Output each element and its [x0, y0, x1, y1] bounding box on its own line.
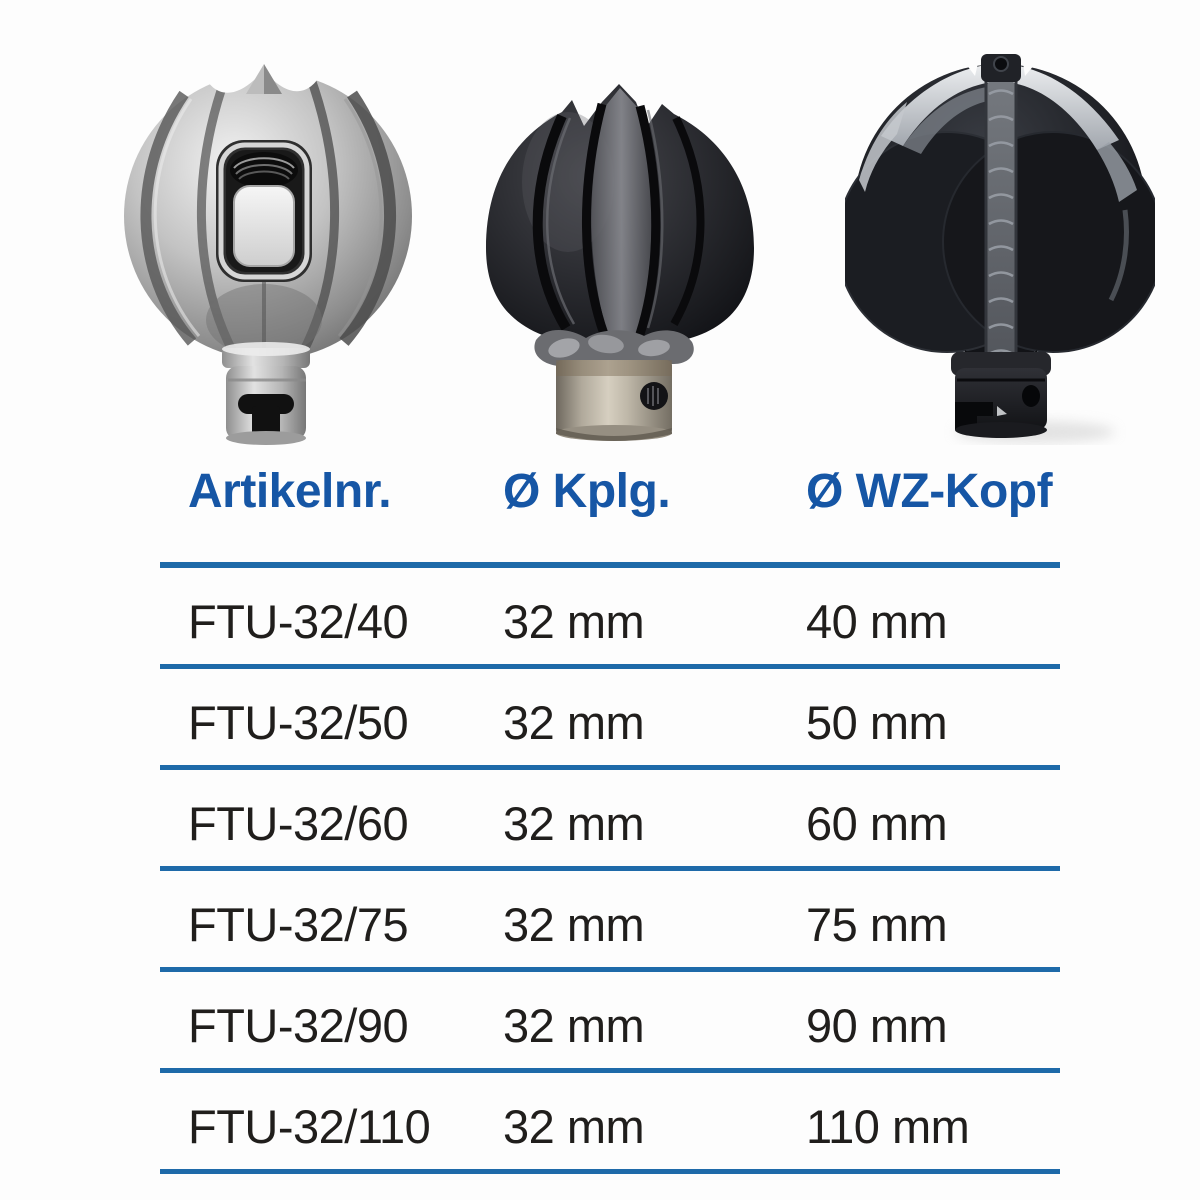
slotted-coupling: [951, 350, 1051, 438]
wz-kopf-cell: 110 mm: [806, 1099, 970, 1153]
serrated-top-notch: [202, 58, 322, 94]
wz-kopf-cell: 75 mm: [806, 897, 948, 951]
table-row: FTU-32/110 32 mm 110 mm: [160, 1073, 1060, 1174]
corner-cutter-head-photo: [124, 58, 412, 445]
weld-seam: [984, 76, 1018, 376]
top-stub: [957, 50, 1045, 82]
tulip-ball: [486, 84, 754, 347]
artikelnr-cell: FTU-32/75: [188, 897, 409, 951]
kplg-cell: 32 mm: [503, 594, 645, 648]
centre-window: [216, 140, 312, 282]
kplg-cell: 32 mm: [503, 695, 645, 749]
kplg-cell: 32 mm: [503, 796, 645, 850]
table-row: FTU-32/90 32 mm 90 mm: [160, 972, 1060, 1073]
spec-table: Artikelnr. Ø Kplg. Ø WZ-Kopf FTU-32/40 3…: [160, 448, 1060, 1174]
table-row: FTU-32/75 32 mm 75 mm: [160, 871, 1060, 972]
artikelnr-cell: FTU-32/60: [188, 796, 409, 850]
artikelnr-cell: FTU-32/110: [188, 1099, 431, 1153]
t-slot-coupling: [222, 342, 310, 445]
weld-seam: [534, 329, 694, 366]
artikelnr-cell: FTU-32/90: [188, 998, 409, 1052]
wz-kopf-cell: 90 mm: [806, 998, 948, 1052]
wz-kopf-cell: 60 mm: [806, 796, 948, 850]
table-row: FTU-32/50 32 mm 50 mm: [160, 669, 1060, 770]
table-header-row: Artikelnr. Ø Kplg. Ø WZ-Kopf: [160, 448, 1060, 568]
table-row: FTU-32/60 32 mm 60 mm: [160, 770, 1060, 871]
column-header-wz-kopf: Ø WZ-Kopf: [806, 465, 1053, 518]
artikelnr-cell: FTU-32/40: [188, 594, 409, 648]
column-header-kplg: Ø Kplg.: [503, 465, 671, 518]
kplg-cell: 32 mm: [503, 998, 645, 1052]
tulip-cutter-head-photo: [486, 84, 754, 441]
table-row: FTU-32/40 32 mm 40 mm: [160, 568, 1060, 669]
artikelnr-cell: FTU-32/50: [188, 695, 409, 749]
wz-kopf-cell: 40 mm: [806, 594, 948, 648]
wz-kopf-cell: 50 mm: [806, 695, 948, 749]
coupling-sleeve: [556, 360, 672, 441]
kplg-cell: 32 mm: [503, 1099, 645, 1153]
cross-blade-cutter-head-photo: [845, 50, 1155, 443]
kplg-cell: 32 mm: [503, 897, 645, 951]
column-header-artikelnr: Artikelnr.: [188, 465, 392, 518]
